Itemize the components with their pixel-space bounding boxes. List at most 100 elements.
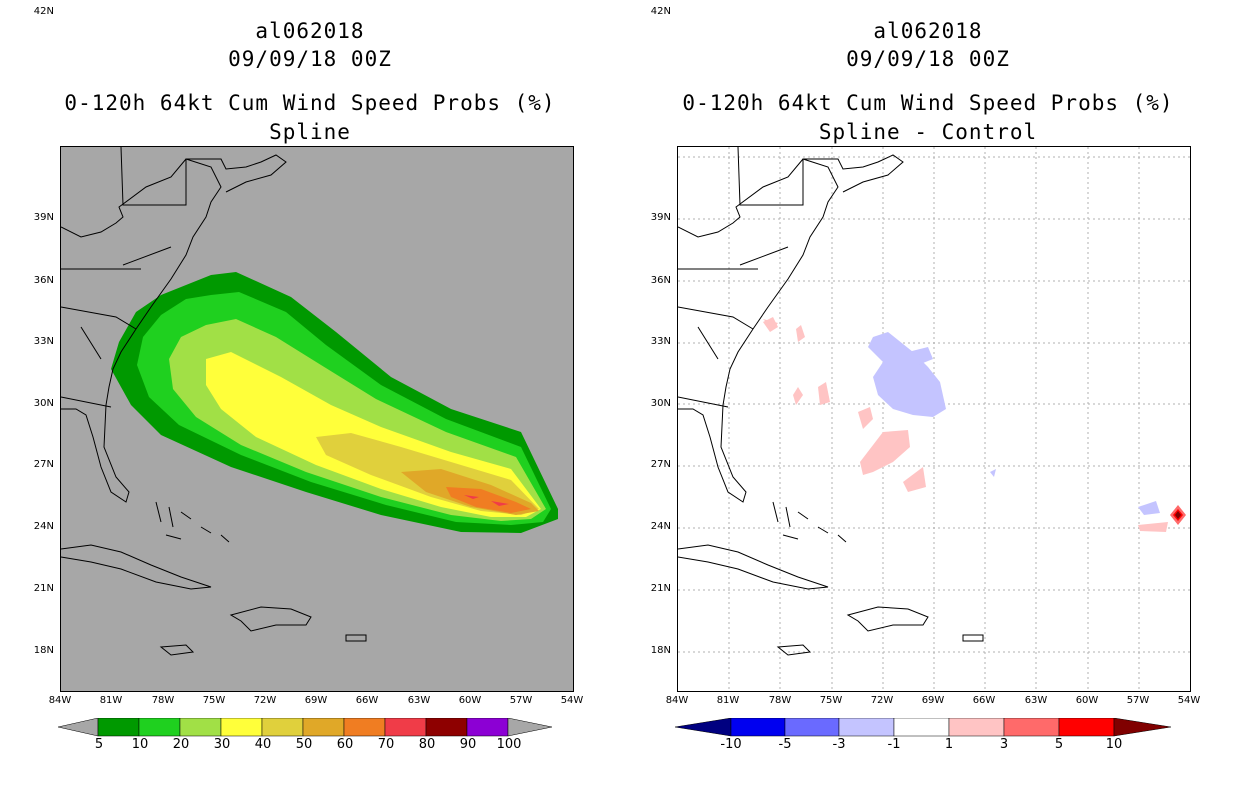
- lon-label: 75W: [819, 695, 843, 706]
- lat-label: 21N: [650, 583, 671, 594]
- difference-contours: [763, 317, 1186, 532]
- jamaica-outline: [776, 644, 812, 656]
- bahamas-outline: [155, 501, 230, 543]
- difference-map: [677, 146, 1191, 692]
- contour-70: [464, 495, 479, 499]
- cbar-box: [784, 718, 840, 737]
- cbar-label: -1: [887, 737, 901, 752]
- puerto-rico-outline: [962, 634, 984, 642]
- difference-colorbar: [675, 718, 1172, 737]
- storm-id: al062018: [255, 19, 365, 43]
- lon-label: 69W: [921, 695, 945, 706]
- cbar-label: -10: [720, 737, 742, 752]
- diff-negative: [1138, 501, 1160, 515]
- diff-positive: [860, 430, 910, 475]
- cbar-label: 40: [254, 737, 272, 752]
- lon-label: 60W: [458, 695, 482, 706]
- bahamas-outline: [772, 501, 847, 543]
- panel-subtitle: Spline - Control: [818, 120, 1038, 144]
- lat-label: 24N: [33, 521, 54, 532]
- cbar-label: 70: [377, 737, 395, 752]
- diff-positive: [796, 325, 805, 342]
- lat-label: 33N: [650, 336, 671, 347]
- lon-label: 72W: [253, 695, 277, 706]
- lon-label: 78W: [768, 695, 792, 706]
- cuba-outline: [678, 544, 829, 590]
- cuba-outline: [61, 544, 212, 590]
- cbar-box: [138, 718, 181, 737]
- cbar-box: [425, 718, 468, 737]
- east-coast-outline: [61, 158, 222, 503]
- diff-positive: [818, 382, 830, 405]
- lon-label: 60W: [1075, 695, 1099, 706]
- lon-label: 66W: [972, 695, 996, 706]
- lon-label: 54W: [560, 695, 584, 706]
- cbar-label: 100: [496, 737, 522, 752]
- cbar-min-triangle: [58, 718, 99, 737]
- lon-label: 54W: [1177, 695, 1201, 706]
- northeast-outline: [120, 147, 287, 206]
- lat-label: 27N: [33, 459, 54, 470]
- lat-label: 33N: [33, 336, 54, 347]
- lat-label: 18N: [650, 645, 671, 656]
- hispaniola-outline: [229, 606, 312, 632]
- lat-label: 24N: [650, 521, 671, 532]
- cbar-label: 80: [418, 737, 436, 752]
- diff-positive: [763, 319, 778, 329]
- cbar-label: 1: [944, 737, 954, 752]
- probability-colorbar: [58, 718, 553, 737]
- cbar-label: -3: [832, 737, 846, 752]
- cbar-box: [343, 718, 386, 737]
- lon-label: 72W: [870, 695, 894, 706]
- lat-label: 36N: [650, 275, 671, 286]
- cbar-label: 90: [459, 737, 477, 752]
- cbar-label: 10: [1105, 737, 1123, 752]
- lon-label: 69W: [304, 695, 328, 706]
- lon-label: 78W: [151, 695, 175, 706]
- lat-label: 42N: [33, 6, 54, 17]
- contour-70b: [491, 501, 509, 506]
- lat-label: 36N: [33, 275, 54, 286]
- cbar-label: 50: [295, 737, 313, 752]
- coastlines: [61, 147, 367, 656]
- cbar-min-triangle: [675, 718, 732, 737]
- diff-max-positive: [1175, 511, 1181, 519]
- diff-positive: [903, 467, 926, 492]
- cbar-max-triangle: [507, 718, 553, 737]
- cbar-box: [1058, 718, 1115, 737]
- cbar-label: 20: [172, 737, 190, 752]
- cbar-label: 60: [336, 737, 354, 752]
- datetime: 09/09/18 00Z: [846, 47, 1010, 71]
- lat-label: 21N: [33, 583, 54, 594]
- northeast-outline: [737, 147, 904, 206]
- cbar-label: -5: [778, 737, 792, 752]
- cbar-box: [893, 718, 950, 737]
- lat-label: 30N: [650, 398, 671, 409]
- cbar-label: 5: [94, 737, 104, 752]
- cbar-box: [466, 718, 509, 737]
- storm-id: al062018: [873, 19, 983, 43]
- probability-map: [60, 146, 574, 692]
- lon-label: 57W: [509, 695, 533, 706]
- hispaniola-outline: [846, 606, 929, 632]
- lon-label: 63W: [407, 695, 431, 706]
- gridlines: [678, 147, 1190, 691]
- cbar-box: [97, 718, 140, 737]
- lon-label: 81W: [716, 695, 740, 706]
- cbar-box: [838, 718, 895, 737]
- cbar-box: [220, 718, 263, 737]
- lat-label: 39N: [650, 212, 671, 223]
- panel-subtitle: Spline: [269, 120, 351, 144]
- cbar-box: [179, 718, 222, 737]
- cbar-label: 5: [1054, 737, 1064, 752]
- east-coast-outline: [678, 158, 839, 503]
- product-title: 0-120h 64kt Cum Wind Speed Probs (%): [64, 91, 556, 115]
- cbar-box: [302, 718, 345, 737]
- lon-label: 84W: [665, 695, 689, 706]
- diff-positive: [858, 407, 873, 429]
- cbar-box: [730, 718, 786, 737]
- diff-negative: [868, 332, 946, 417]
- state-borders: [61, 246, 172, 408]
- cbar-label: 10: [131, 737, 149, 752]
- cbar-box: [948, 718, 1005, 737]
